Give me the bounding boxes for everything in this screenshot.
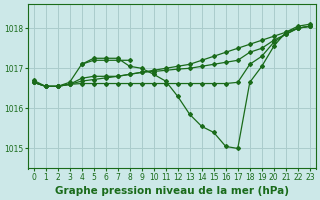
X-axis label: Graphe pression niveau de la mer (hPa): Graphe pression niveau de la mer (hPa) bbox=[55, 186, 289, 196]
